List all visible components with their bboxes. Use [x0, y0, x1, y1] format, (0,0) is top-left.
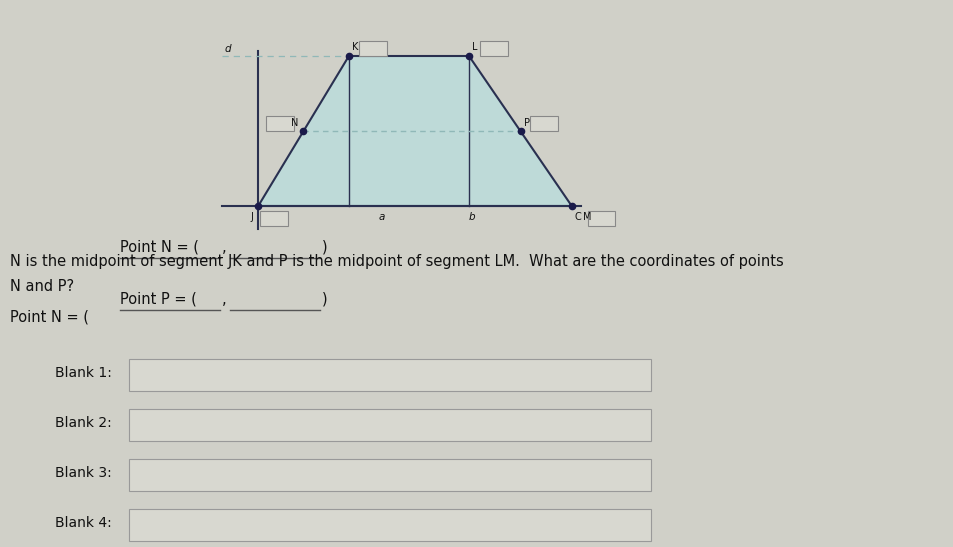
Text: J: J — [251, 212, 253, 222]
Text: d: d — [224, 44, 231, 54]
Text: ,: , — [222, 240, 227, 255]
Text: N: N — [291, 118, 298, 128]
FancyBboxPatch shape — [129, 359, 650, 391]
FancyBboxPatch shape — [266, 116, 294, 131]
Text: ): ) — [322, 240, 327, 255]
FancyBboxPatch shape — [129, 459, 650, 491]
Text: M: M — [582, 212, 591, 222]
FancyBboxPatch shape — [259, 211, 288, 226]
FancyBboxPatch shape — [530, 116, 558, 131]
Text: Blank 4:: Blank 4: — [55, 516, 112, 530]
Text: ): ) — [322, 292, 327, 307]
Text: Point P = (: Point P = ( — [120, 292, 196, 307]
Text: K: K — [352, 42, 357, 52]
Text: L: L — [472, 42, 477, 52]
Polygon shape — [258, 56, 571, 206]
FancyBboxPatch shape — [479, 41, 507, 56]
FancyBboxPatch shape — [129, 509, 650, 541]
Text: Blank 1:: Blank 1: — [55, 366, 112, 380]
Text: Point N = (: Point N = ( — [10, 309, 89, 324]
Text: ,: , — [222, 292, 227, 307]
Text: C: C — [575, 212, 581, 222]
Text: b: b — [469, 212, 476, 222]
Text: Blank 3:: Blank 3: — [55, 466, 112, 480]
FancyBboxPatch shape — [587, 211, 615, 226]
FancyBboxPatch shape — [359, 41, 387, 56]
FancyBboxPatch shape — [129, 409, 650, 441]
Text: N and P?: N and P? — [10, 279, 73, 294]
Text: N is the midpoint of segment JK and P is the midpoint of segment LM.  What are t: N is the midpoint of segment JK and P is… — [10, 254, 782, 269]
Text: Point N = (: Point N = ( — [120, 240, 199, 255]
Text: P: P — [523, 118, 529, 128]
Text: Blank 2:: Blank 2: — [55, 416, 112, 430]
Text: a: a — [378, 212, 385, 222]
